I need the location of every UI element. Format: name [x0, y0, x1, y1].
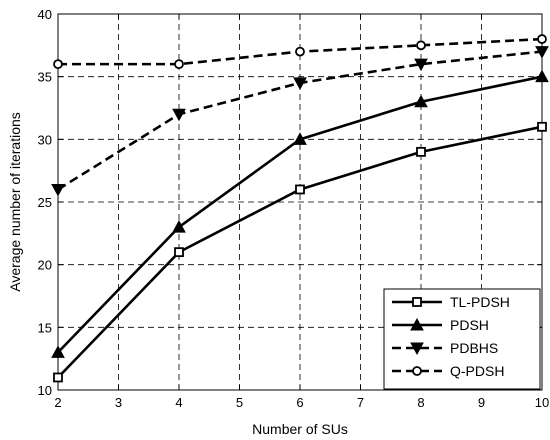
- y-tick-label: 10: [38, 383, 52, 398]
- legend-label-pdsh: PDSH: [450, 317, 489, 333]
- data-point-pdsh: [293, 132, 307, 145]
- legend-box: [383, 288, 541, 390]
- y-axis-label: Average number of iterations: [7, 112, 23, 292]
- series-tl-pdsh: [53, 121, 547, 383]
- legend-label-pdbhs: PDBHS: [450, 340, 498, 356]
- data-point-q-pdsh: [53, 59, 63, 70]
- data-point-pdsh: [414, 94, 428, 108]
- data-point-tl-pdsh: [537, 121, 547, 132]
- data-point-q-pdsh: [295, 46, 305, 57]
- x-axis-label: Number of SUs: [252, 421, 348, 437]
- data-point-tl-pdsh: [174, 247, 184, 258]
- legend-item-pdbhs: PDBHS: [392, 340, 498, 356]
- legend-item-pdsh: PDSH: [392, 317, 489, 333]
- data-point-pdbhs: [51, 183, 65, 197]
- x-tick-label: 8: [417, 395, 424, 410]
- data-point-pdbhs: [414, 58, 428, 72]
- y-tick-label: 20: [38, 258, 52, 273]
- series-q-pdsh: [53, 34, 547, 70]
- y-tick-label: 40: [38, 7, 52, 22]
- data-point-tl-pdsh: [53, 372, 63, 383]
- x-tick-label: 4: [175, 395, 182, 410]
- y-tick-label: 15: [38, 320, 52, 335]
- data-point-pdbhs: [293, 77, 307, 90]
- x-tick-label: 5: [236, 395, 243, 410]
- data-point-tl-pdsh: [416, 146, 426, 157]
- data-point-pdsh: [172, 220, 186, 233]
- y-tick-label: 25: [38, 195, 52, 210]
- data-point-pdsh: [51, 345, 65, 358]
- legend-marker-tl-pdsh: [412, 297, 422, 307]
- data-point-pdbhs: [535, 46, 549, 59]
- x-tick-label: 3: [115, 395, 122, 410]
- legend: TL-PDSH PDSH PDBHS Q-PDSH: [383, 288, 541, 390]
- x-tick-label: 7: [357, 395, 364, 410]
- data-point-q-pdsh: [174, 59, 184, 70]
- data-point-tl-pdsh: [295, 184, 305, 195]
- x-tick-label: 2: [54, 395, 61, 410]
- x-tick-label: 9: [478, 395, 485, 410]
- legend-marker-pdbhs: [410, 342, 424, 356]
- data-point-pdbhs: [172, 108, 186, 122]
- x-tick-label: 6: [296, 395, 303, 410]
- data-point-q-pdsh: [537, 34, 547, 44]
- series-pdsh: [51, 69, 549, 358]
- y-tick-label: 35: [38, 70, 52, 85]
- legend-item-tl-pdsh: TL-PDSH: [392, 294, 510, 310]
- x-tick-label: 10: [535, 395, 549, 410]
- axis-ticks: 2 3 4 5 6 7 8 9 10 10 15 20 25 30 35 40: [38, 7, 550, 410]
- legend-item-q-pdsh: Q-PDSH: [392, 363, 504, 379]
- legend-label-tl-pdsh: TL-PDSH: [450, 294, 510, 310]
- legend-marker-q-pdsh: [412, 366, 422, 376]
- y-tick-label: 30: [38, 132, 52, 147]
- data-point-pdsh: [535, 69, 549, 83]
- series-layer: [51, 34, 549, 383]
- data-point-q-pdsh: [416, 40, 426, 51]
- legend-label-q-pdsh: Q-PDSH: [450, 363, 504, 379]
- legend-marker-pdsh: [410, 317, 424, 331]
- series-pdbhs: [51, 46, 549, 197]
